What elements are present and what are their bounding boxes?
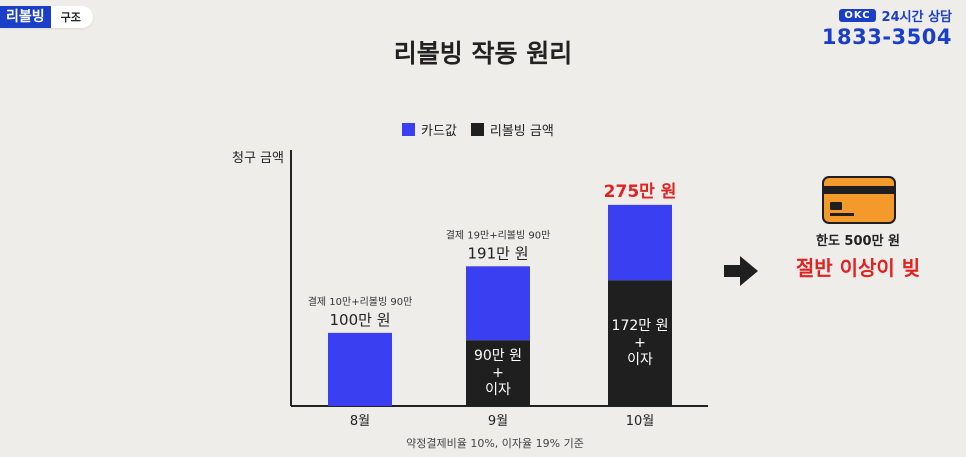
brand-block: OKC 24시간 상담 1833-3504 [822,6,952,49]
credit-card-icon [822,176,896,224]
total-label-0: 100만 원 [330,311,391,329]
legend-item-card: 카드값 [402,120,457,139]
bar-note-1: 결제 19만+리볼빙 90만 [446,229,551,241]
bar-card-1 [466,266,530,341]
y-axis-label: 청구 금액 [232,151,284,166]
chart-legend: 카드값 리볼빙 금액 [402,120,554,139]
arrow-right-icon [724,256,758,286]
legend-swatch-revolving [470,123,484,136]
legend-label-revolving: 리볼빙 금액 [489,124,554,139]
brand-logo: OKC [839,9,876,22]
legend-label-card: 카드값 [421,124,457,139]
topic-tag-main: 리볼빙 [0,6,51,28]
legend-swatch-card [402,123,415,136]
half-debt-text: 절반 이상이 빚 [795,256,921,280]
limit-panel: 한도 500만 원 절반 이상이 빚 [720,172,966,332]
chart-footnote: 약정결제비율 10%, 이자율 19% 기준 [406,436,584,450]
total-label-1: 191만 원 [468,244,529,262]
bar-revolving-1 [466,340,530,406]
bar-card-0 [328,332,392,406]
segment-label-1-1: + [492,365,504,381]
bar-card-2 [608,204,672,281]
total-label-2: 275만 원 [604,182,677,202]
x-tick-label-2: 10월 [626,414,655,429]
segment-label-2-0: 172만 원 [612,318,669,334]
brand-hours: 24시간 상담 [881,10,952,25]
segment-label-1-2: 이자 [485,382,511,398]
topic-tag-sub: 구조 [60,11,81,24]
segment-label-2-1: + [634,335,646,351]
topic-tag: 리볼빙 구조 [0,6,93,28]
bar-note-0: 결제 10만+리볼빙 90만 [308,296,413,308]
limit-text: 한도 500만 원 [815,234,901,249]
x-tick-label-0: 8월 [350,414,370,429]
x-tick-label-1: 9월 [488,414,508,429]
bar-revolving-2 [608,280,672,406]
segment-label-2-2: 이자 [627,352,653,368]
brand-phone[interactable]: 1833-3504 [821,25,952,49]
segment-label-1-0: 90만 원 [474,348,522,364]
legend-item-revolving: 리볼빙 금액 [470,120,554,139]
chart-title: 리볼빙 작동 원리 [393,39,573,68]
